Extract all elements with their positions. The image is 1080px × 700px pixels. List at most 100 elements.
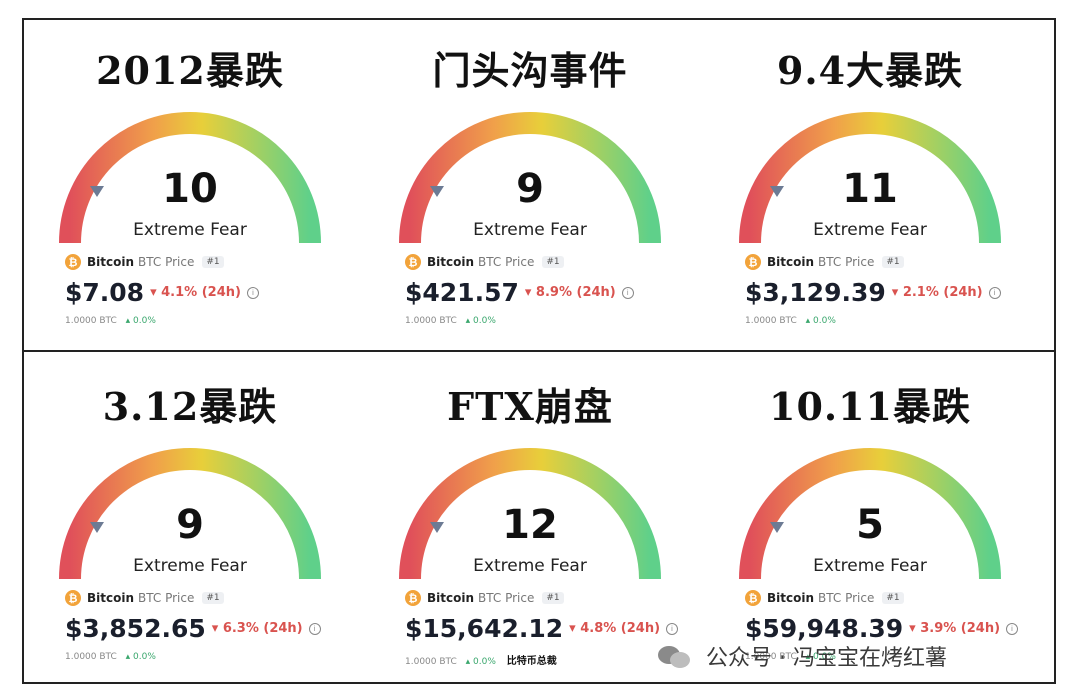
panel-94-crash: 9.4大暴跌 11 Extreme Fear ₿ Bitcoin BTC Pri…	[700, 18, 1040, 338]
btc-change: ▴ 0.0%	[125, 316, 156, 326]
index-value: 10	[162, 166, 218, 212]
btc-change: ▴ 0.0%	[125, 652, 156, 662]
index-value: 11	[842, 166, 898, 212]
coin-name: Bitcoin	[87, 591, 135, 605]
bitcoin-icon: ₿	[745, 590, 761, 606]
rank-badge: #1	[542, 256, 564, 268]
info-icon: i	[246, 286, 259, 299]
wechat-icon	[658, 642, 692, 670]
bitcoin-icon: ₿	[405, 590, 421, 606]
coin-name: Bitcoin	[427, 591, 475, 605]
index-label: Extreme Fear	[813, 220, 927, 240]
index-value: 9	[516, 166, 544, 212]
gauge-pointer-icon	[770, 522, 784, 533]
row-divider	[22, 350, 1056, 352]
index-label: Extreme Fear	[473, 220, 587, 240]
fear-greed-gauge	[390, 429, 670, 589]
index-value: 9	[176, 502, 204, 548]
rank-badge: #1	[202, 592, 224, 604]
panel-title: 3.12暴跌	[102, 384, 278, 429]
price-change: ▾ 4.8% (24h)	[569, 621, 661, 636]
btc-amount: 1.0000 BTC	[405, 657, 457, 667]
btc-change: ▴ 0.0%	[805, 652, 836, 662]
price-change: ▾ 6.3% (24h)	[211, 621, 303, 636]
panel-title: FTX崩盘	[447, 384, 613, 429]
coin-row: ₿ Bitcoin BTC Price #1	[745, 590, 904, 606]
btc-row: 1.0000 BTC ▴ 0.0% 比特币总裁	[405, 652, 557, 667]
btc-price: $15,642.12	[405, 614, 564, 643]
coin-row: ₿ Bitcoin BTC Price #1	[745, 254, 904, 270]
rank-badge: #1	[542, 592, 564, 604]
bitcoin-icon: ₿	[65, 254, 81, 270]
btc-change: ▴ 0.0%	[805, 316, 836, 326]
price-change: ▾ 4.1% (24h)	[150, 285, 241, 300]
gauge-pointer-icon	[90, 186, 104, 197]
btc-price: $3,852.65	[65, 614, 206, 643]
index-label: Extreme Fear	[133, 556, 247, 576]
btc-amount: 1.0000 BTC	[745, 652, 797, 662]
coin-row: ₿ Bitcoin BTC Price #1	[65, 254, 224, 270]
coin-ticker: BTC Price	[818, 255, 875, 269]
bitcoin-icon: ₿	[405, 254, 421, 270]
panel-1011-crash: 10.11暴跌 5 Extreme Fear ₿ Bitcoin BTC Pri…	[700, 354, 1040, 674]
btc-amount: 1.0000 BTC	[65, 316, 117, 326]
coin-name: Bitcoin	[87, 255, 135, 269]
fear-greed-gauge	[390, 93, 670, 253]
btc-amount: 1.0000 BTC	[65, 652, 117, 662]
price-change: ▾ 3.9% (24h)	[909, 621, 1001, 636]
coin-row: ₿ Bitcoin BTC Price #1	[65, 590, 224, 606]
coin-row: ₿ Bitcoin BTC Price #1	[405, 254, 564, 270]
panel-312-crash: 3.12暴跌 9 Extreme Fear ₿ Bitcoin BTC Pric…	[20, 354, 360, 674]
wechat-watermark: 公众号 · 冯宝宝在烤红薯	[658, 640, 947, 672]
price-row: $3,852.65 ▾ 6.3% (24h) i	[65, 614, 321, 643]
index-label: Extreme Fear	[813, 556, 927, 576]
coin-name: Bitcoin	[767, 591, 815, 605]
panel-title: 10.11暴跌	[769, 384, 971, 429]
panel-title: 门头沟事件	[432, 48, 628, 93]
coin-ticker: BTC Price	[818, 591, 875, 605]
price-row: $421.57 ▾ 8.9% (24h) i	[405, 278, 634, 307]
btc-amount: 1.0000 BTC	[745, 316, 797, 326]
price-change: ▾ 2.1% (24h)	[891, 285, 983, 300]
coin-ticker: BTC Price	[138, 591, 195, 605]
gauge-pointer-icon	[430, 186, 444, 197]
fear-greed-gauge	[730, 429, 1010, 589]
btc-price: $59,948.39	[745, 614, 904, 643]
coin-row: ₿ Bitcoin BTC Price #1	[405, 590, 564, 606]
rank-badge: #1	[882, 592, 904, 604]
gauge-pointer-icon	[430, 522, 444, 533]
source-label: 比特币总裁	[506, 656, 557, 667]
info-icon: i	[666, 622, 679, 635]
gauge-pointer-icon	[90, 522, 104, 533]
coin-ticker: BTC Price	[138, 255, 195, 269]
panel-mtgox: 门头沟事件 9 Extreme Fear ₿ Bitcoin BTC Price…	[360, 18, 700, 338]
price-row: $59,948.39 ▾ 3.9% (24h) i	[745, 614, 1019, 643]
index-label: Extreme Fear	[133, 220, 247, 240]
btc-row: 1.0000 BTC ▴ 0.0%	[65, 316, 156, 326]
coin-name: Bitcoin	[767, 255, 815, 269]
btc-row: 1.0000 BTC ▴ 0.0%	[745, 652, 836, 662]
fear-greed-gauge	[730, 93, 1010, 253]
watermark-text: 公众号 · 冯宝宝在烤红薯	[706, 646, 947, 671]
gauge-pointer-icon	[770, 186, 784, 197]
panel-title: 2012暴跌	[96, 48, 284, 93]
rank-badge: #1	[882, 256, 904, 268]
fear-greed-gauge	[50, 429, 330, 589]
btc-change: ▴ 0.0%	[465, 316, 496, 326]
coin-name: Bitcoin	[427, 255, 475, 269]
index-value: 5	[856, 502, 884, 548]
panel-ftx-collapse: FTX崩盘 12 Extreme Fear ₿ Bitcoin BTC Pric…	[360, 354, 700, 674]
rank-badge: #1	[202, 256, 224, 268]
btc-price: $7.08	[65, 278, 145, 307]
btc-price: $421.57	[405, 278, 519, 307]
info-icon: i	[1006, 622, 1019, 635]
btc-price: $3,129.39	[745, 278, 886, 307]
price-row: $7.08 ▾ 4.1% (24h) i	[65, 278, 259, 307]
btc-row: 1.0000 BTC ▴ 0.0%	[745, 316, 836, 326]
index-label: Extreme Fear	[473, 556, 587, 576]
info-icon: i	[988, 286, 1001, 299]
price-row: $3,129.39 ▾ 2.1% (24h) i	[745, 278, 1001, 307]
price-row: $15,642.12 ▾ 4.8% (24h) i	[405, 614, 679, 643]
panel-2012: 2012暴跌 10 Extreme Fear ₿ Bitcoin BTC Pri…	[20, 18, 360, 338]
coin-ticker: BTC Price	[478, 255, 535, 269]
